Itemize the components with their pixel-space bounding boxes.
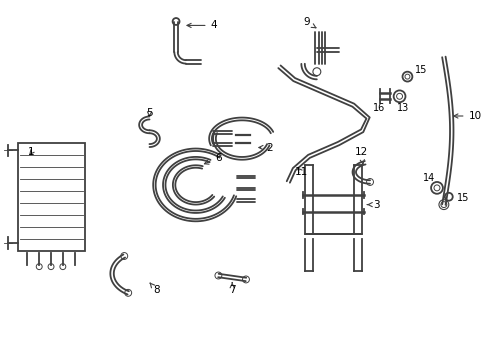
Text: 9: 9 [303, 18, 315, 28]
Text: 8: 8 [150, 283, 160, 295]
Text: 16: 16 [372, 103, 384, 113]
Text: 7: 7 [228, 283, 235, 295]
Text: 12: 12 [354, 148, 367, 164]
Text: 10: 10 [453, 111, 481, 121]
Text: 6: 6 [204, 153, 221, 164]
Text: 15: 15 [456, 193, 468, 203]
Text: 11: 11 [294, 167, 307, 177]
Text: 5: 5 [146, 108, 152, 118]
Text: 15: 15 [414, 65, 427, 75]
Bar [18, 143, 84, 251]
Text: 1: 1 [28, 148, 35, 157]
Text: 4: 4 [186, 21, 217, 31]
Text: 14: 14 [422, 173, 434, 183]
Text: 13: 13 [397, 103, 409, 113]
Text: 2: 2 [258, 143, 272, 153]
Text: 3: 3 [366, 199, 379, 210]
